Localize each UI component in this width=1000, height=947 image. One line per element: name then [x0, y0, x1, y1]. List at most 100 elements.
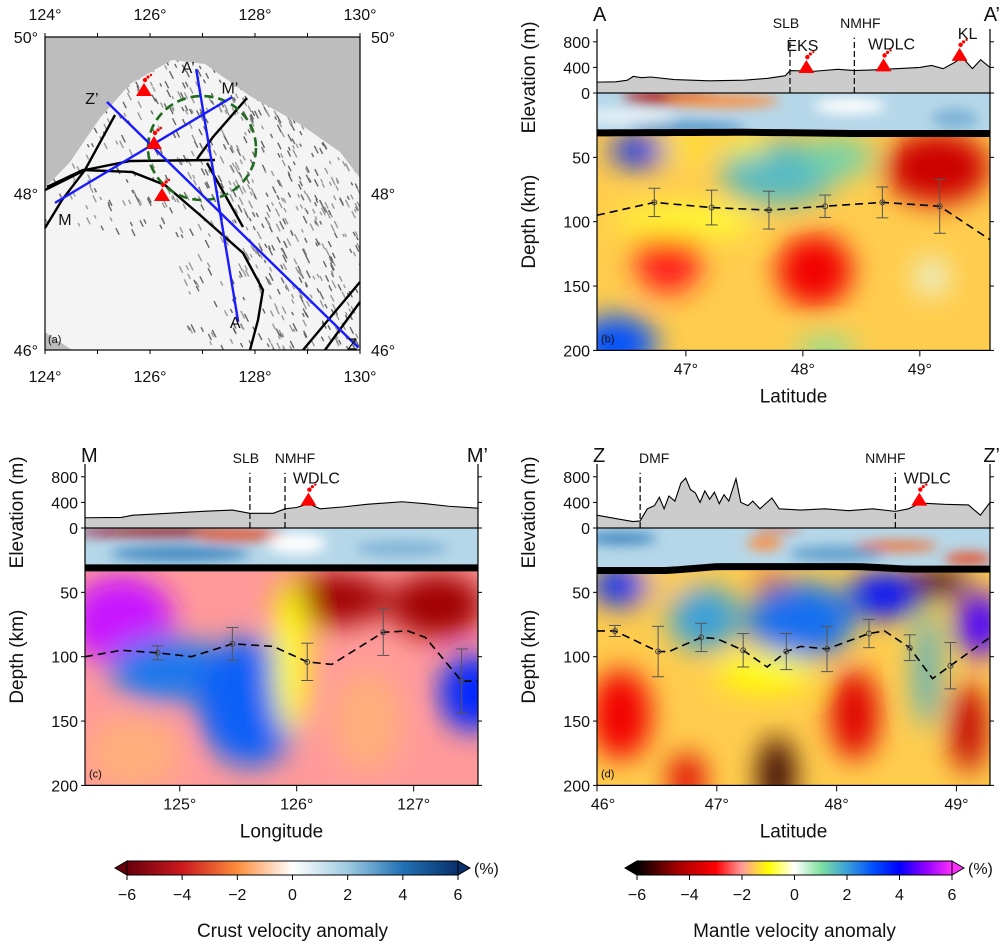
- relief-stroke: [154, 98, 159, 105]
- relief-stroke: [239, 323, 244, 330]
- lab-error-bar: [819, 194, 832, 218]
- relief-stroke: [299, 180, 303, 187]
- colorbar-tick-label: 4: [895, 887, 904, 904]
- relief-stroke: [277, 179, 283, 188]
- relief-stroke: [342, 284, 346, 289]
- relief-stroke: [134, 194, 140, 203]
- relief-stroke: [204, 168, 209, 176]
- relief-stroke: [253, 194, 257, 200]
- relief-stroke: [232, 191, 237, 198]
- relief-stroke: [306, 346, 312, 350]
- fault-line: [44, 158, 216, 192]
- relief-stroke: [333, 220, 339, 229]
- lab-error-bar: [652, 625, 665, 678]
- relief-stroke: [287, 173, 293, 182]
- relief-stroke: [207, 232, 211, 238]
- relief-stroke: [171, 196, 174, 201]
- relief-stroke: [171, 118, 177, 126]
- relief-stroke: [280, 197, 284, 202]
- relief-stroke: [292, 149, 298, 158]
- relief-stroke: [316, 288, 320, 293]
- volcano-icon: [798, 50, 815, 74]
- elevation-axis-title: Elevation (m): [519, 21, 540, 133]
- relief-stroke: [71, 162, 76, 169]
- relief-stroke: [319, 299, 325, 308]
- relief-stroke: [206, 262, 211, 268]
- volcano-plume: [958, 42, 963, 48]
- mantle-anomaly: [109, 637, 227, 702]
- colorbar-tick-label: 6: [454, 887, 463, 904]
- relief-stroke: [352, 251, 357, 257]
- relief-stroke: [300, 194, 305, 201]
- relief-stroke: [240, 116, 244, 121]
- depth-tick-label: 50: [60, 585, 78, 602]
- map-left-tick-label: 46°: [14, 343, 38, 360]
- relief-stroke: [330, 272, 335, 278]
- relief-stroke: [309, 223, 315, 231]
- relief-stroke: [253, 110, 260, 119]
- relief-stroke: [321, 142, 325, 147]
- profile-end-label: Z’: [983, 445, 1000, 467]
- relief-stroke: [329, 262, 335, 271]
- profile-end-label: A’: [984, 4, 1000, 26]
- relief-stroke: [341, 291, 346, 299]
- relief-stroke: [245, 252, 251, 261]
- relief-stroke: [246, 183, 251, 190]
- relief-stroke: [276, 236, 281, 244]
- relief-stroke: [322, 206, 327, 213]
- relief-stroke: [244, 210, 249, 219]
- relief-stroke: [184, 105, 189, 111]
- relief-stroke: [185, 194, 190, 201]
- relief-stroke: [245, 254, 250, 261]
- colorbar-tick-label: 0: [790, 887, 799, 904]
- mantle-anomaly: [777, 234, 852, 307]
- relief-stroke: [163, 103, 168, 109]
- relief-stroke: [297, 193, 301, 198]
- relief-stroke: [228, 180, 232, 186]
- relief-stroke: [330, 224, 336, 233]
- relief-stroke: [276, 342, 281, 350]
- relief-stroke: [189, 228, 194, 237]
- relief-stroke: [93, 187, 98, 193]
- relief-stroke: [298, 290, 304, 299]
- relief-stroke: [270, 201, 274, 207]
- relief-stroke: [222, 143, 227, 150]
- relief-stroke: [183, 91, 189, 100]
- relief-stroke: [299, 295, 304, 303]
- lab-error-bar: [705, 189, 718, 226]
- map-bottom-tick-label: 126°: [133, 369, 166, 386]
- topography-line: [596, 476, 991, 523]
- relief-stroke: [182, 203, 187, 210]
- relief-stroke: [299, 143, 302, 147]
- relief-stroke: [338, 275, 343, 282]
- relief-stroke: [327, 209, 332, 215]
- fault-label: SLB: [233, 450, 259, 466]
- mantle-anomaly: [615, 206, 757, 238]
- relief-stroke: [355, 244, 360, 252]
- relief-stroke: [175, 198, 180, 204]
- volcano-cone: [911, 492, 928, 506]
- relief-stroke: [286, 238, 292, 247]
- relief-stroke: [152, 86, 156, 92]
- relief-stroke: [205, 118, 209, 124]
- depth-tick-label: 50: [572, 585, 590, 602]
- depth-tick-label: 100: [51, 650, 78, 667]
- relief-stroke: [161, 218, 165, 223]
- colorbar-tick-label: −6: [118, 887, 136, 904]
- relief-stroke: [255, 212, 259, 218]
- relief-stroke: [319, 211, 323, 216]
- mantle-anomaly: [746, 582, 855, 660]
- elevation-tick-label: 400: [563, 60, 590, 77]
- relief-stroke: [234, 208, 239, 214]
- relief-stroke: [209, 341, 213, 346]
- relief-stroke: [191, 98, 196, 104]
- x-tick-label: 127°: [397, 796, 430, 813]
- relief-stroke: [178, 265, 184, 274]
- relief-stroke: [268, 226, 273, 233]
- relief-stroke: [238, 263, 244, 272]
- volcano-plume: [142, 77, 148, 83]
- cross-section-panel-c: SLB NMHF WDLC M M’ 800 400 0 50 100 150 200 125° 126°…: [7, 445, 488, 842]
- lab-point: [936, 203, 943, 210]
- volcano-plume: [965, 38, 968, 42]
